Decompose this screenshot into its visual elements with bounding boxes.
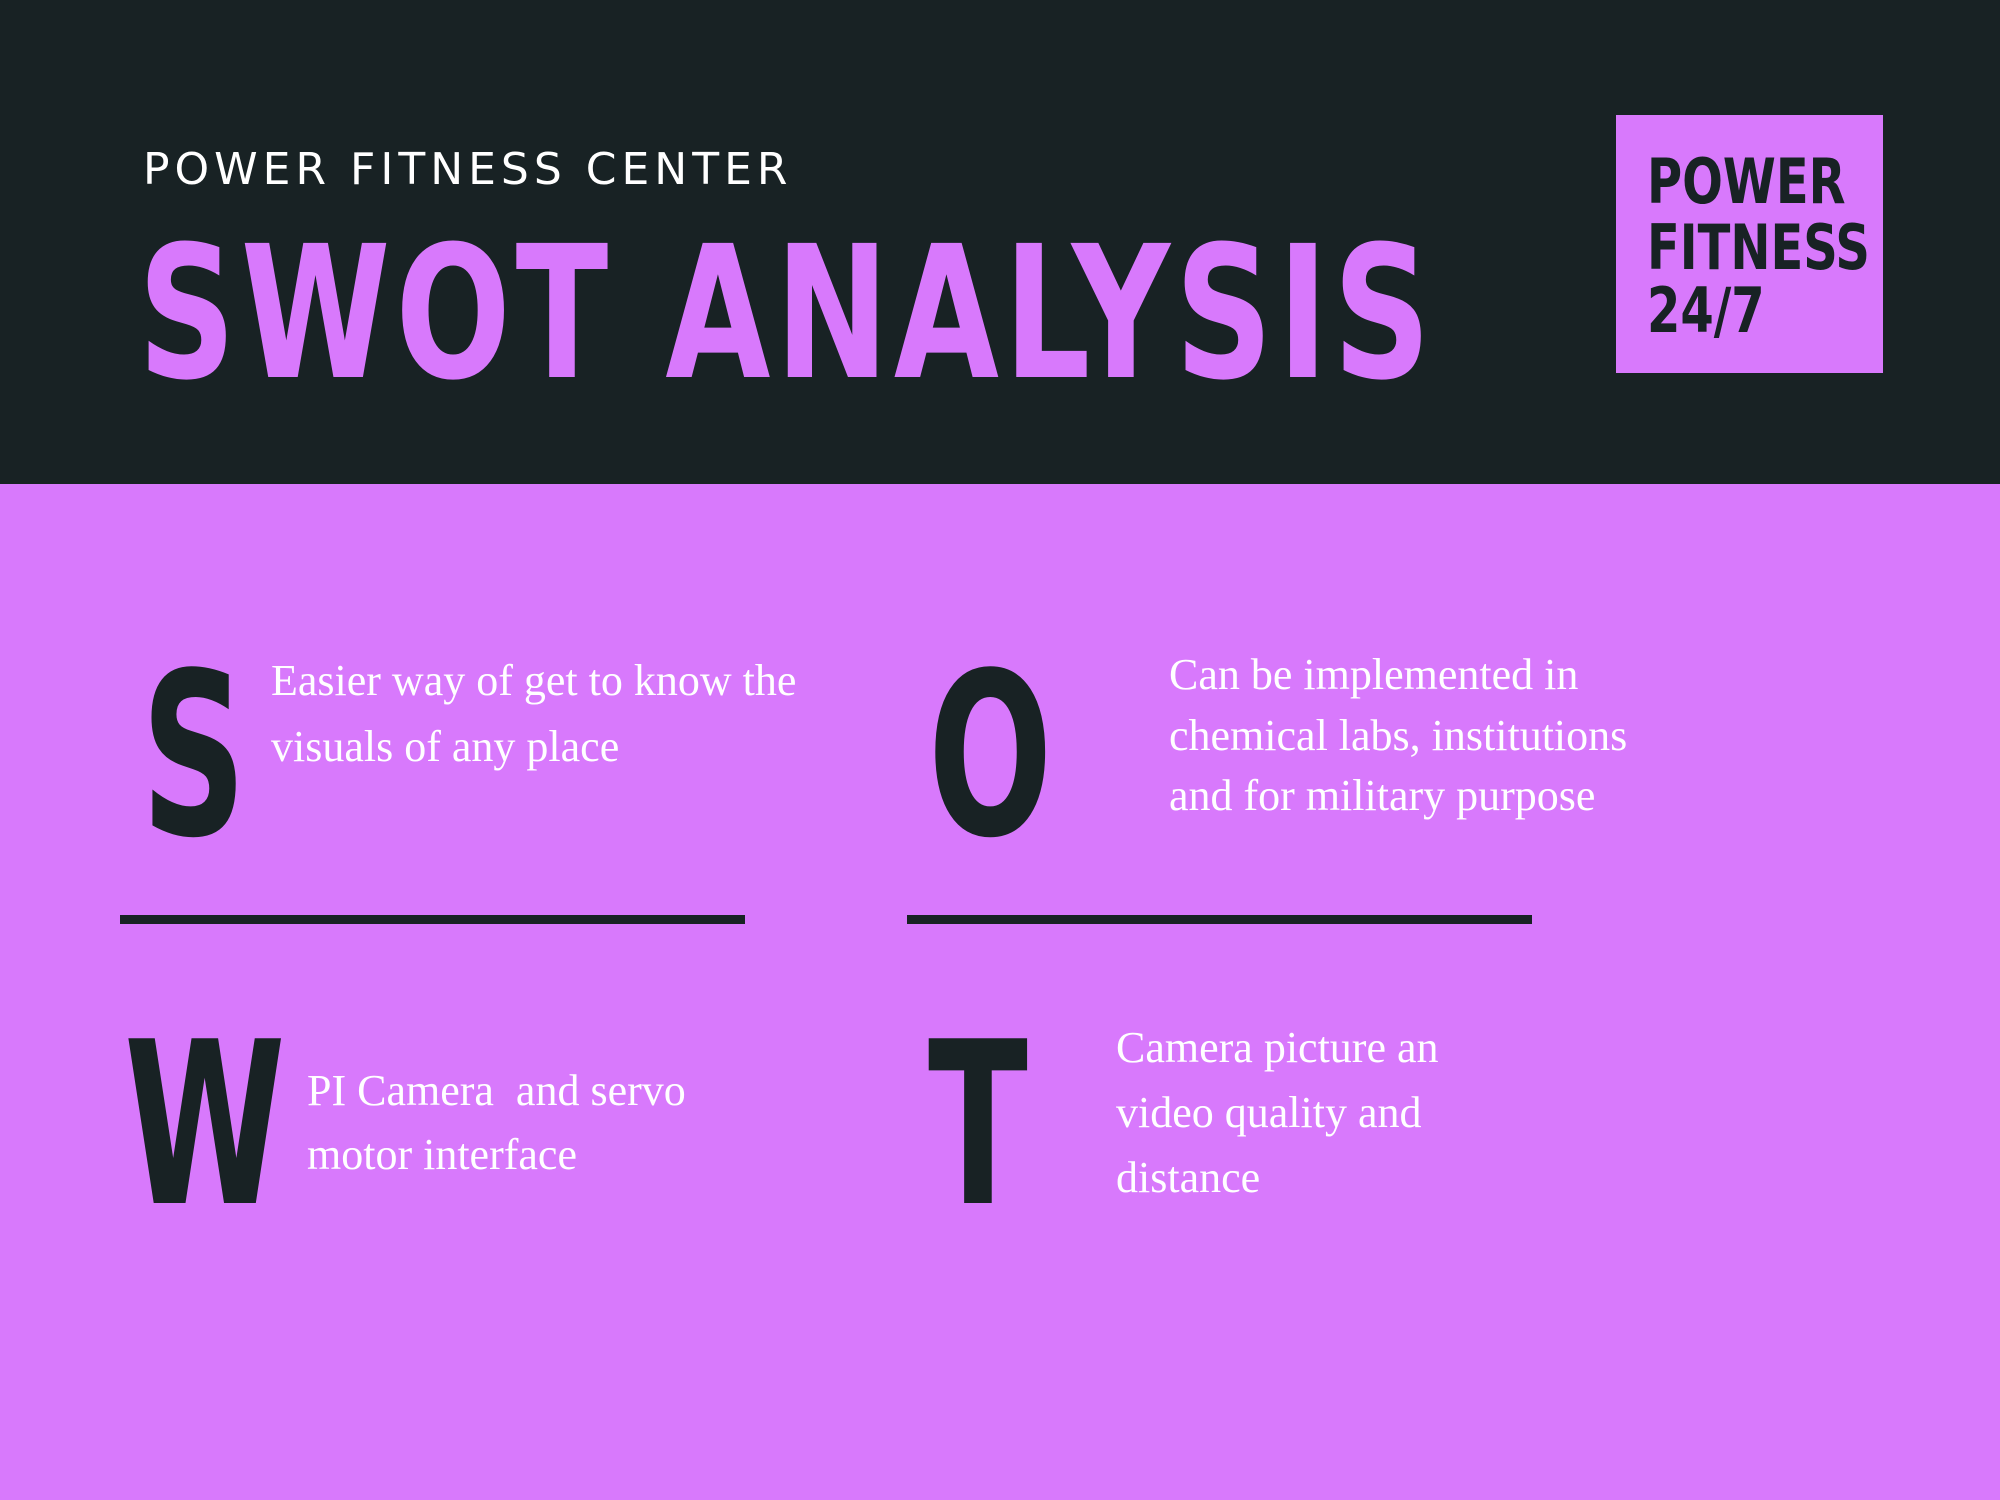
header-band: POWER FITNESS CENTER SWOT ANALYSIS POWER…	[0, 0, 2000, 484]
threats-text: Camera picture an video quality and dist…	[1116, 1023, 1439, 1203]
opportunities-text: Can be implemented in chemical labs, ins…	[1169, 650, 1628, 821]
weaknesses-letter: W	[124, 994, 286, 1257]
organization-name: POWER FITNESS CENTER	[143, 144, 793, 195]
opportunities-letter: O	[928, 625, 1053, 888]
brand-logo: POWER FITNESS 24/7	[1616, 115, 1883, 373]
logo-line-2: FITNESS	[1647, 211, 1870, 284]
divider-left	[120, 915, 745, 924]
weaknesses-text: PI Camera and servo motor interface	[307, 1066, 686, 1180]
divider-right	[907, 915, 1532, 924]
strengths-text: Easier way of get to know the visuals of…	[271, 656, 797, 771]
strengths-letter: S	[141, 625, 247, 888]
logo-line-1: POWER	[1647, 145, 1846, 218]
logo-line-3: 24/7	[1647, 274, 1765, 347]
page-title: SWOT ANALYSIS	[138, 207, 1436, 421]
threats-letter: T	[928, 994, 1028, 1257]
